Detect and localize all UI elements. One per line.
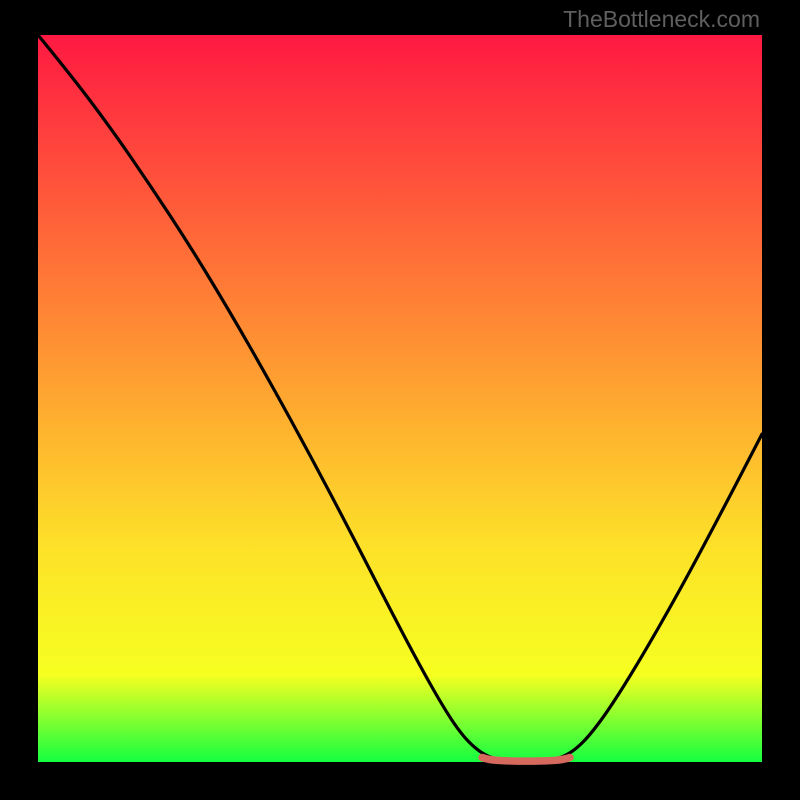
bottleneck-curve bbox=[38, 35, 762, 760]
chart-svg bbox=[0, 0, 800, 800]
optimal-range-marker bbox=[482, 758, 570, 762]
